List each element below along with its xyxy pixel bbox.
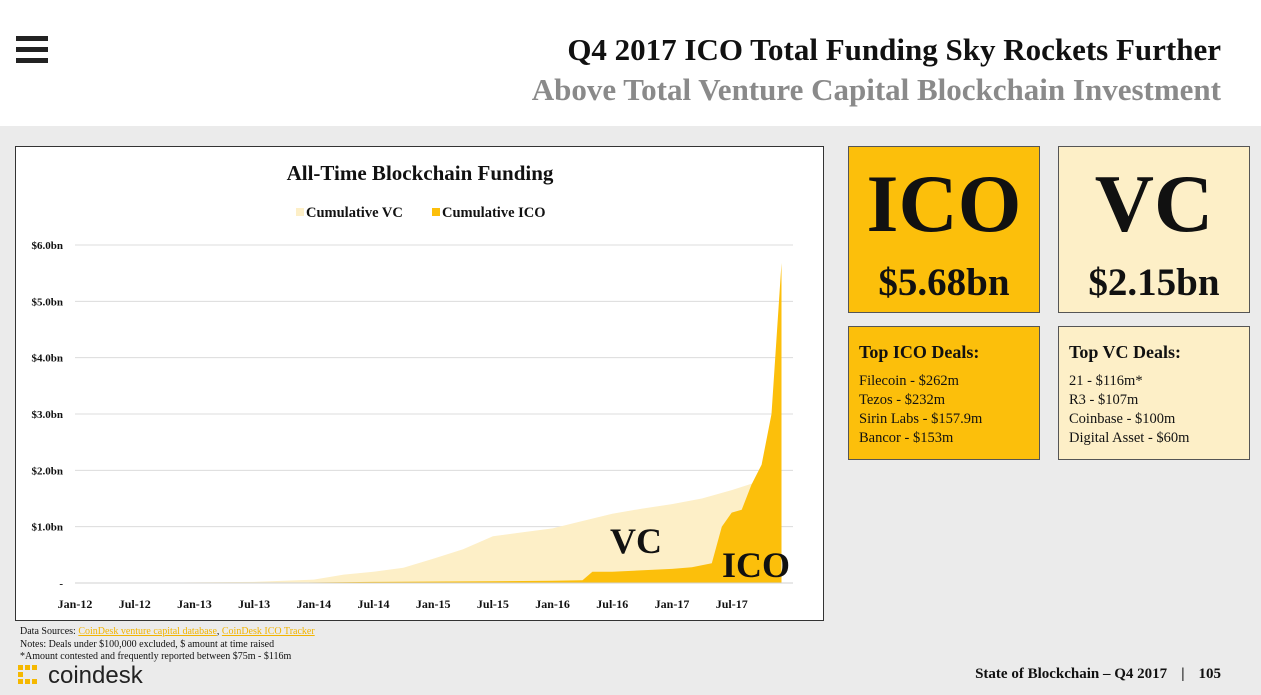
list-item: Bancor - $153m — [859, 430, 954, 446]
list-item: Digital Asset - $60m — [1069, 430, 1190, 446]
coindesk-logo-icon — [18, 665, 42, 689]
x-tick-label: Jul-17 — [716, 597, 748, 611]
list-item: R3 - $107m — [1069, 392, 1139, 408]
footer-page-info: State of Blockchain – Q4 2017 | 105 — [975, 666, 1221, 683]
y-tick-label: $4.0bn — [32, 353, 64, 365]
x-tick-label: Jul-12 — [119, 597, 151, 611]
hamburger-menu-icon[interactable] — [16, 36, 48, 64]
report-name: State of Blockchain – Q4 2017 — [975, 666, 1168, 682]
y-tick-label: $2.0bn — [32, 465, 64, 477]
x-tick-label: Jul-13 — [238, 597, 270, 611]
funding-chart-panel: All-Time Blockchain Funding Cumulative VC… — [15, 146, 824, 621]
y-tick-label: $1.0bn — [32, 522, 64, 534]
top-ico-deals-list: Filecoin - $262m Tezos - $232m Sirin Lab… — [859, 372, 1039, 448]
vc-total-label: VC — [1094, 158, 1214, 249]
y-tick-label: $3.0bn — [32, 409, 64, 421]
x-tick-label: Jul-15 — [477, 597, 509, 611]
y-tick-label: $5.0bn — [32, 296, 64, 308]
slide-header: Q4 2017 ICO Total Funding Sky Rockets Fu… — [0, 0, 1261, 126]
list-item: Sirin Labs - $157.9m — [859, 411, 983, 427]
top-vc-deals-title: Top VC Deals: — [1069, 342, 1182, 362]
top-ico-deals-box: Top ICO Deals: Filecoin - $262m Tezos - … — [848, 326, 1040, 460]
source-separator: , — [216, 626, 222, 637]
list-item: Tezos - $232m — [859, 392, 945, 408]
ico-tracker-link[interactable]: CoinDesk ICO Tracker — [221, 626, 315, 637]
x-tick-label: Jan-13 — [177, 597, 212, 611]
legend-label: Cumulative ICO — [442, 205, 546, 221]
page-number: 105 — [1198, 666, 1222, 682]
top-ico-deals-title: Top ICO Deals: — [859, 342, 980, 362]
y-tick-label: $6.0bn — [32, 240, 64, 252]
contested-note-line: *Amount contested and frequently reporte… — [20, 651, 292, 662]
chart-title: All-Time Blockchain Funding — [287, 161, 554, 185]
top-vc-deals-list: 21 - $116m* R3 - $107m Coinbase - $100m … — [1069, 372, 1249, 448]
list-item: Filecoin - $262m — [859, 373, 959, 389]
x-tick-label: Jul-14 — [357, 597, 389, 611]
slide-title: Q4 2017 ICO Total Funding Sky Rockets Fu… — [567, 32, 1221, 67]
data-sources-line: Data Sources: CoinDesk venture capital d… — [20, 626, 315, 639]
x-tick-label: Jan-15 — [416, 597, 451, 611]
footer-separator: | — [1181, 666, 1185, 682]
data-sources-label: Data Sources: — [20, 626, 79, 637]
x-tick-label: Jan-14 — [296, 597, 331, 611]
slide-subtitle: Above Total Venture Capital Blockchain I… — [531, 72, 1221, 107]
vc-total-value: $2.15bn — [1088, 261, 1220, 304]
x-tick-label: Jan-12 — [58, 597, 93, 611]
top-vc-deals-box: Top VC Deals: 21 - $116m* R3 - $107m Coi… — [1058, 326, 1250, 460]
legend-label: Cumulative VC — [306, 205, 403, 221]
list-item: Coinbase - $100m — [1069, 411, 1176, 427]
ico-total-label: ICO — [866, 158, 1022, 249]
footnotes: Data Sources: CoinDesk venture capital d… — [20, 626, 315, 664]
y-tick-label: - — [59, 578, 63, 590]
legend-swatch — [432, 208, 440, 216]
vc-total-box: VC $2.15bn — [1058, 146, 1250, 313]
ico-total-value: $5.68bn — [878, 261, 1010, 304]
x-tick-label: Jan-16 — [535, 597, 570, 611]
ico-total-box: ICO $5.68bn — [848, 146, 1040, 313]
vc-area-series — [75, 461, 782, 583]
list-item: 21 - $116m* — [1069, 373, 1143, 389]
vc-database-link[interactable]: CoinDesk venture capital database — [78, 626, 217, 637]
coindesk-logo-text: coindesk — [48, 662, 143, 689]
ico-annotation: ICO — [722, 545, 790, 585]
vc-annotation: VC — [610, 521, 662, 561]
funding-chart: All-Time Blockchain Funding Cumulative VC… — [32, 161, 793, 611]
x-tick-label: Jul-16 — [596, 597, 628, 611]
x-tick-label: Jan-17 — [655, 597, 690, 611]
notes-line: Notes: Deals under $100,000 excluded, $ … — [20, 638, 275, 650]
legend-swatch — [296, 208, 304, 216]
